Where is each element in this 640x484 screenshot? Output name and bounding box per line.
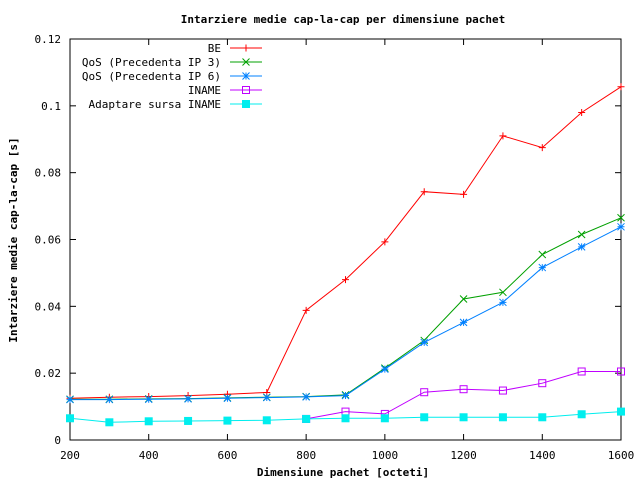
data-point [420,388,429,397]
y-tick-label: 0 [54,434,61,447]
data-point [459,413,468,422]
data-point [577,242,586,251]
legend-label: QoS (Precedenta IP 3) [82,56,221,69]
x-tick-label: 800 [296,449,316,462]
data-point [420,188,428,196]
data-point [578,109,586,117]
series-layer [66,83,625,427]
y-tick-label: 0.06 [35,234,62,247]
data-point [302,414,311,423]
y-tick-label: 0.08 [35,167,62,180]
data-point [223,416,232,425]
x-tick-label: 1600 [608,449,635,462]
y-tick-label: 0.04 [35,300,62,313]
data-point [262,393,271,402]
data-point [538,379,547,388]
data-point [499,132,507,140]
series-line [306,371,621,420]
legend-marker [242,100,250,108]
data-point [459,385,468,394]
data-point [538,250,547,259]
legend-marker [242,58,250,66]
y-tick-label: 0.02 [35,367,62,380]
data-point [144,417,153,426]
data-point [460,190,468,198]
data-point [381,365,389,374]
data-point [420,413,429,422]
series-line [69,86,622,399]
data-point [341,414,350,423]
x-tick-label: 200 [60,449,80,462]
legend-label: BE [208,42,221,55]
data-point [617,213,625,222]
data-point [302,393,310,401]
legend-label: Adaptare sursa INAME [89,98,221,111]
x-tick-label: 1200 [450,449,477,462]
x-axis-label: Dimensiune pachet [octeti] [257,466,429,479]
data-point [499,288,507,297]
y-axis-label: Intarziere medie cap-la-cap [s] [7,137,20,342]
chart-title: Intarziere medie cap-la-cap per dimensiu… [181,13,506,26]
series-2 [66,213,625,404]
y-tick-label: 0.1 [41,100,61,113]
series-3 [66,222,625,404]
legend-marker [242,72,250,80]
data-point [459,295,468,303]
data-point [617,83,625,91]
data-point [105,395,114,404]
legend-marker [242,44,250,52]
data-point [342,276,349,284]
series-1 [66,83,625,402]
data-point [184,416,193,425]
data-point [420,338,429,347]
x-tick-label: 1000 [372,449,399,462]
legend-label: QoS (Precedenta IP 6) [82,70,221,83]
data-point [341,391,350,400]
x-tick-label: 1400 [529,449,556,462]
data-point [144,395,153,404]
data-point [498,413,507,422]
x-tick-label: 400 [139,449,159,462]
data-point [538,144,546,152]
data-point [381,238,389,246]
data-point [499,298,507,307]
series-line [70,226,622,401]
series-5 [66,407,625,427]
data-point [577,410,586,419]
data-point [617,407,625,416]
data-point [577,230,586,239]
legend-marker [242,86,250,94]
data-point [617,222,625,231]
data-point [262,416,271,425]
y-tick-label: 0.12 [35,33,62,46]
data-point [459,318,468,327]
data-point [380,414,389,423]
x-tick-label: 600 [217,449,237,462]
data-point [105,418,114,427]
data-point [577,367,586,376]
series-line [70,217,622,400]
data-point [184,395,192,403]
legend-label: INAME [188,84,221,97]
data-point [538,413,547,422]
data-point [302,306,310,314]
data-point [498,386,507,395]
axis-ticks: 200 400 600 800 1000 1200 1400 1600 0 0.02 0.04 0.0… [35,33,635,462]
data-point [66,414,74,423]
data-point [66,395,74,404]
data-point [538,263,547,272]
data-point [223,394,232,403]
data-point [617,367,625,376]
